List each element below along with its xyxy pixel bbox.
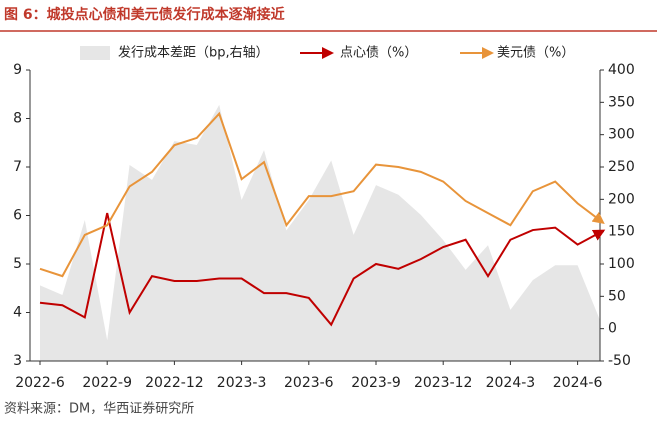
legend-label: 点心债（%） (340, 46, 417, 61)
area (40, 104, 600, 362)
x-tick-label: 2022-12 (145, 375, 204, 391)
y-tick-label: 6 (13, 208, 22, 224)
y2-tick-label: 250 (608, 159, 635, 175)
y2-tick-label: 300 (608, 127, 635, 143)
y2-tick-label: 150 (608, 224, 635, 240)
legend-label: 美元债（%） (497, 46, 574, 61)
y2-tick-label: 400 (608, 62, 635, 78)
y2-tick-label: 350 (608, 94, 635, 110)
y2-tick-label: 100 (608, 256, 635, 272)
y-tick-label: 4 (13, 305, 22, 321)
y2-tick-label: 50 (608, 288, 626, 304)
chart-title: 图 6：城投点心债和美元债发行成本逐渐接近 (4, 6, 285, 23)
y-tick-label: 9 (13, 62, 22, 78)
source: 资料来源：DM，华西证券研究所 (4, 401, 194, 417)
y2-tick-label: -50 (608, 353, 631, 369)
legend-swatch (80, 46, 110, 60)
legend-label: 发行成本差距（bp,右轴） (118, 45, 269, 61)
line (39, 212, 606, 327)
x-tick-label: 2023-9 (351, 375, 401, 391)
x-tick-label: 2024-6 (553, 375, 603, 391)
line (39, 111, 605, 278)
y2-tick-label: 200 (608, 191, 635, 207)
y-tick-label: 3 (13, 353, 22, 369)
x-tick-label: 2023-12 (414, 375, 473, 391)
y2-tick-label: 0 (608, 321, 617, 337)
y-tick-label: 7 (13, 159, 22, 175)
y-tick-label: 8 (13, 111, 22, 127)
x-tick-label: 2022-9 (82, 375, 132, 391)
x-tick-label: 2024-3 (486, 375, 536, 391)
x-tick-label: 2022-6 (15, 375, 65, 391)
x-tick-label: 2023-6 (284, 375, 334, 391)
x-tick-label: 2023-3 (217, 375, 267, 391)
y-tick-label: 5 (13, 256, 22, 272)
